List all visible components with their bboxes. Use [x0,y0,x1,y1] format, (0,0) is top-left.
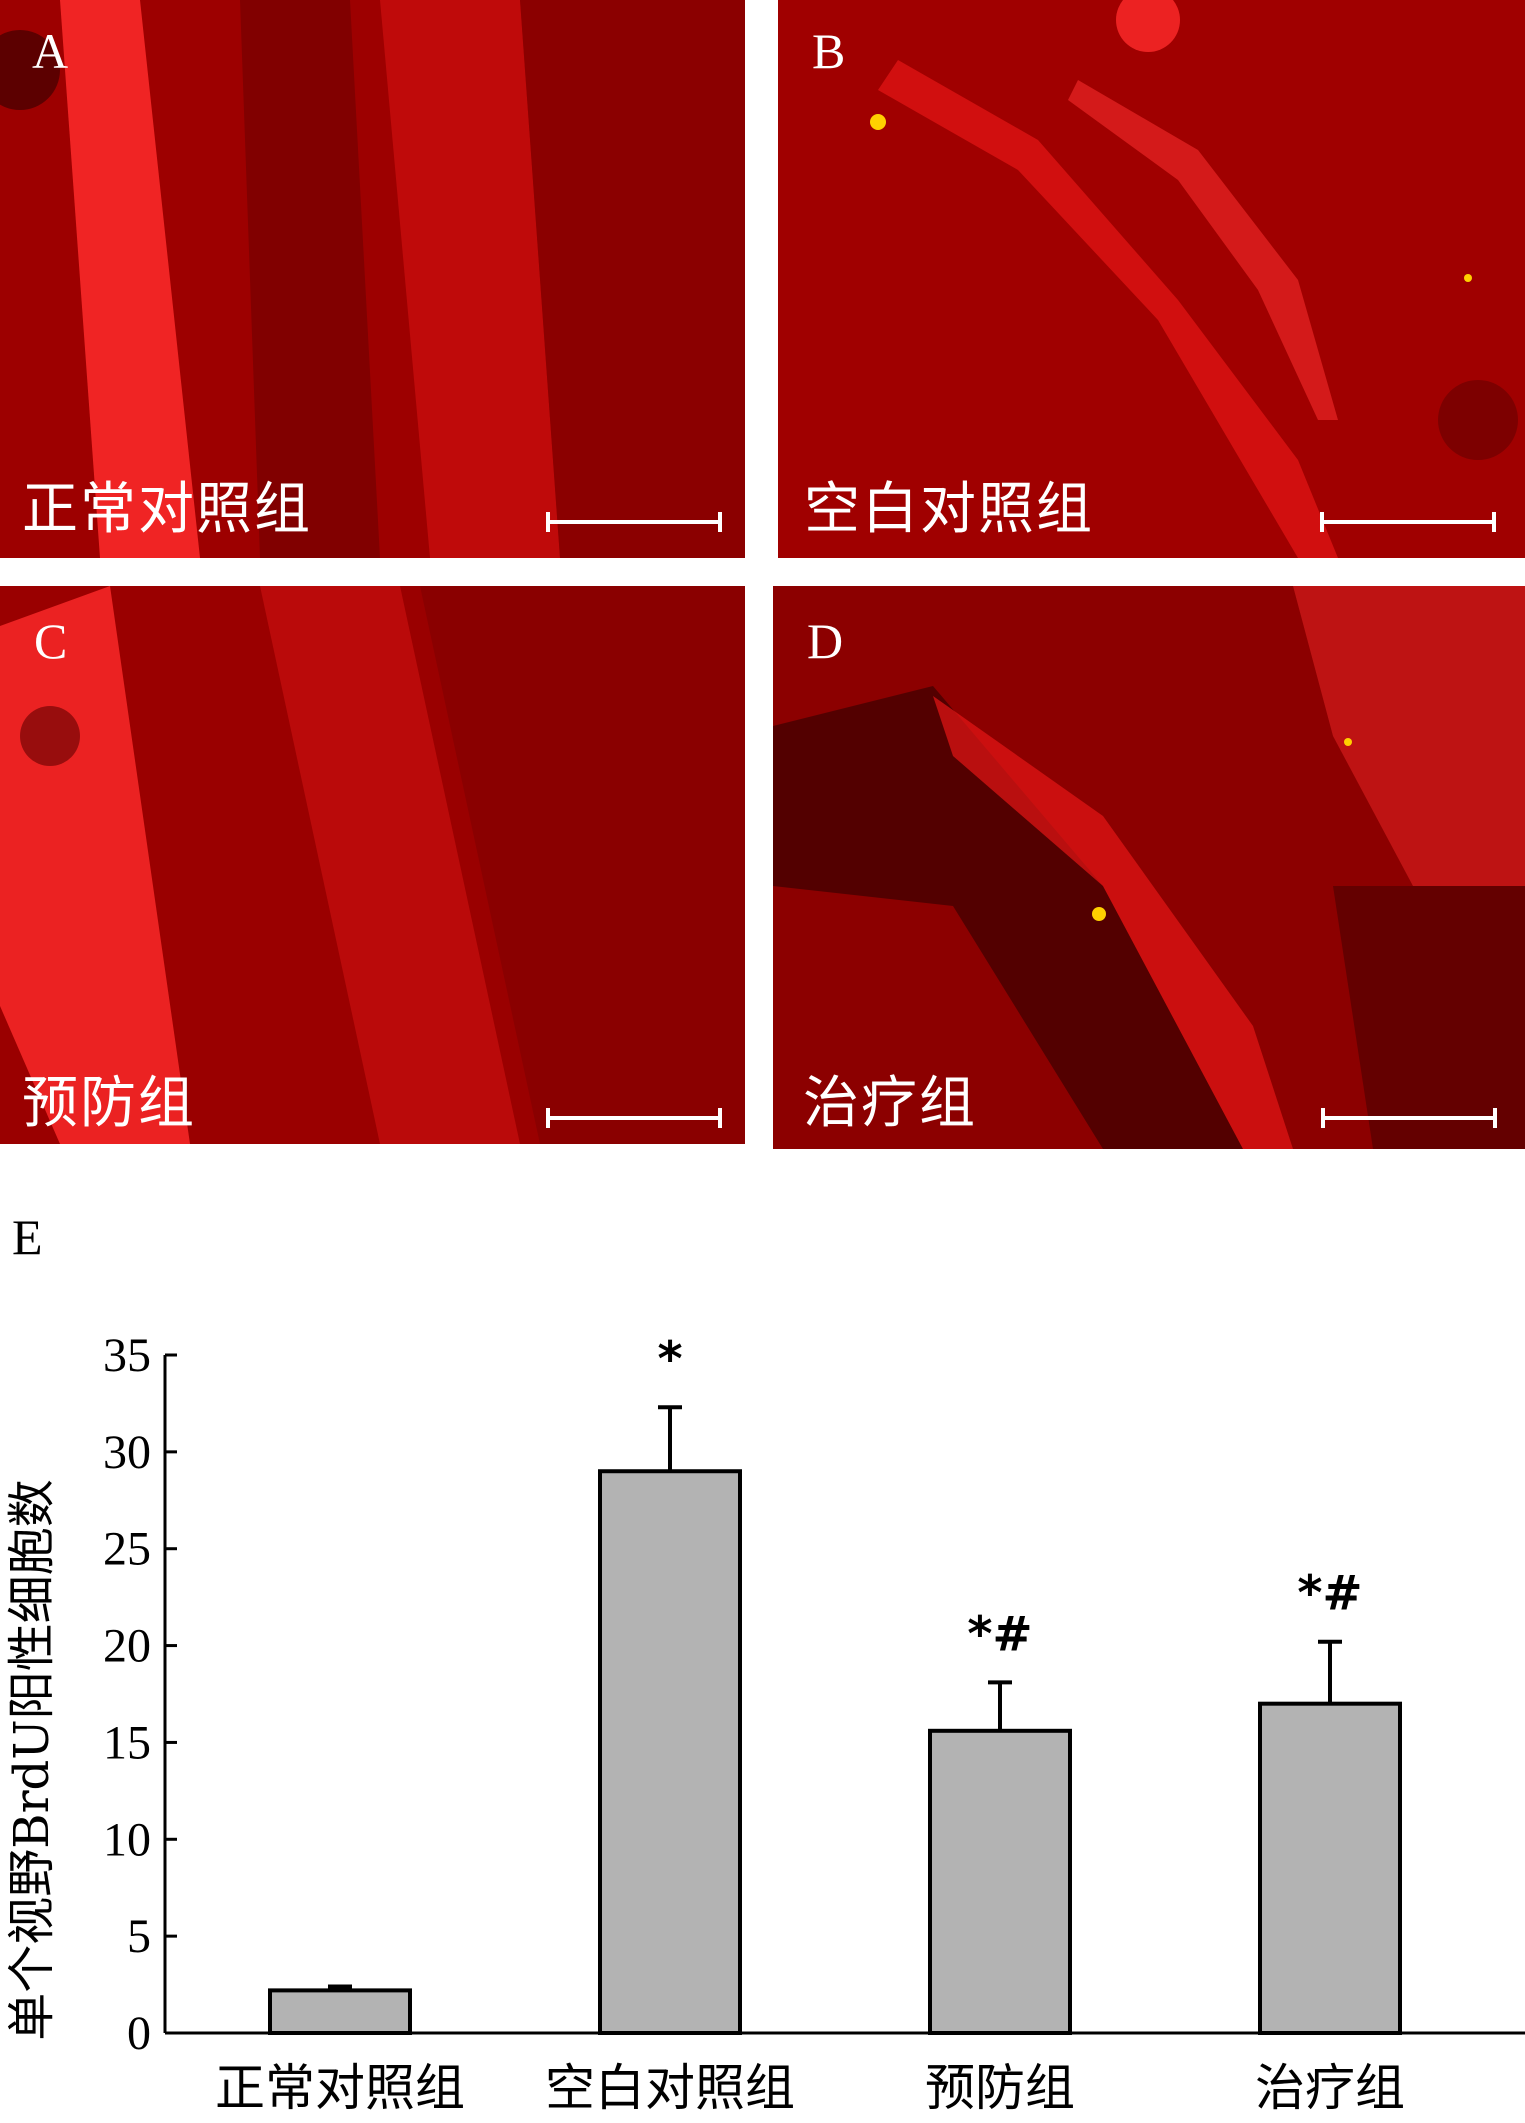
x-tick-label: 预防组 [925,2059,1075,2117]
significance-label: *# [967,1606,1032,1662]
scale-bar [1321,1108,1497,1128]
y-tick-label: 0 [127,2007,151,2060]
y-tick-label: 10 [103,1813,151,1866]
y-tick-label: 15 [103,1716,151,1769]
bar [598,1469,742,2035]
y-tick-label: 20 [103,1620,151,1673]
x-tick-label: 空白对照组 [545,2059,795,2117]
micrograph-panel-b: B 空白对照组 [778,0,1525,558]
micrograph-image [773,586,1525,1149]
panel-letter: D [807,613,844,669]
bar [1258,1701,1402,2035]
micrograph-image [778,0,1525,558]
panel-letter: A [32,23,69,79]
micrograph-image [0,0,745,558]
x-tick-label: 治疗组 [1255,2059,1405,2117]
significance-label: * [657,1331,682,1387]
micrograph-panel-c: C 预防组 [0,586,745,1144]
bar [928,1728,1072,2035]
bar [268,1988,412,2036]
micrograph-panel-d: D 治疗组 [773,586,1525,1149]
micrograph-panel-a: A 正常对照组 [0,0,745,558]
scale-bar [546,512,722,532]
bar-chart: 0 5 10 15 20 25 30 35 正常对照组 * 空白对照组 *# 预防组 *# 治疗组 单个视… [4,1329,1525,2117]
y-tick-label: 35 [103,1329,151,1382]
significance-label: *# [1297,1566,1362,1622]
group-name: 空白对照组 [804,477,1094,542]
panel-letter: B [812,23,846,79]
group-name: 治疗组 [803,1071,977,1136]
micrograph-image [0,586,745,1144]
y-axis-label: 单个视野BrdU阳性细胞数 [4,1479,60,2040]
group-name: 正常对照组 [22,477,312,542]
y-tick-label: 30 [103,1426,151,1479]
group-name: 预防组 [22,1071,196,1136]
chart-bars: 正常对照组 * 空白对照组 *# 预防组 *# 治疗组 [215,1331,1405,2117]
scale-bar [1320,512,1496,532]
scale-bar [546,1108,722,1128]
y-tick-label: 25 [103,1523,151,1576]
panel-letter: C [34,613,68,669]
panel-e-letter: E [12,1209,43,1265]
x-tick-label: 正常对照组 [215,2059,465,2117]
y-tick-label: 5 [127,1910,151,1963]
